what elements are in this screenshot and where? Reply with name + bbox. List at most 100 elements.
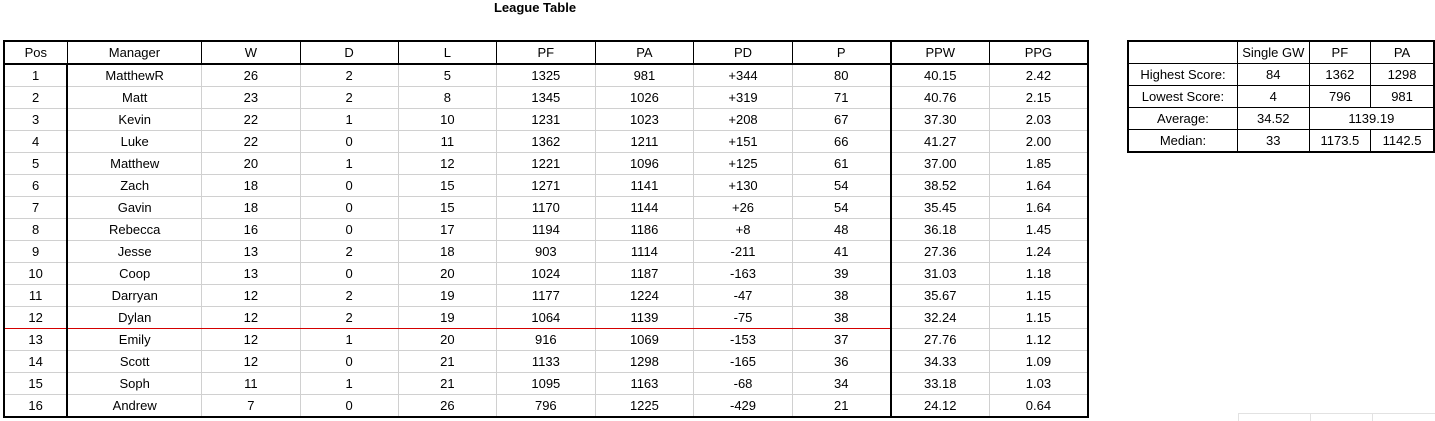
cell-pf: 796 [496, 394, 596, 418]
cell-l: 8 [398, 86, 498, 109]
cell-w: 11 [201, 372, 301, 395]
stats-cell: 34.52 [1236, 107, 1310, 130]
header-ppg: PPG [989, 41, 1089, 65]
cell-w: 12 [201, 284, 301, 307]
cell-pos: 9 [4, 240, 69, 263]
stats-cell: 1362 [1308, 63, 1372, 86]
stats-cell-merged: 1139.19 [1308, 107, 1435, 130]
cell-ppg: 1.12 [989, 328, 1089, 351]
cell-l: 17 [398, 218, 498, 241]
cell-pd: -153 [693, 328, 793, 351]
cell-pos: 3 [4, 108, 69, 131]
cell-pos: 10 [4, 262, 69, 285]
cell-ppg: 1.03 [989, 372, 1089, 395]
cell-manager: Andrew [67, 394, 203, 418]
cell-d: 0 [300, 350, 399, 373]
header-p: P [792, 41, 892, 65]
cell-manager: Emily [67, 328, 203, 351]
cell-ppg: 0.64 [989, 394, 1089, 418]
cell-d: 2 [300, 306, 399, 329]
cell-manager: Luke [67, 130, 203, 153]
cell-l: 19 [398, 284, 498, 307]
cell-w: 23 [201, 86, 301, 109]
cell-w: 18 [201, 196, 301, 219]
cell-pf: 1325 [496, 64, 596, 87]
cell-p: 39 [792, 262, 892, 285]
cell-pa: 1298 [595, 350, 695, 373]
cell-pa: 1224 [595, 284, 695, 307]
cell-pa: 1141 [595, 174, 695, 197]
cell-pd: +208 [693, 108, 793, 131]
table-row: 11 Darryan 12 2 19 1177 1224 -47 38 35.67 1.15 [4, 284, 1089, 307]
cell-l: 19 [398, 306, 498, 329]
stats-row-lowest: Lowest Score: 4 796 981 [1127, 85, 1435, 108]
grid-fragment [1310, 413, 1373, 421]
table-row: 12 Dylan 12 2 19 1064 1139 -75 38 32.24 1.15 [4, 306, 1089, 329]
table-row: 4 Luke 22 0 11 1362 1211 +151 66 41.27 2.00 [4, 130, 1089, 153]
grid-fragment [1238, 413, 1311, 421]
header-manager: Manager [67, 41, 203, 65]
stats-label: Lowest Score: [1127, 85, 1238, 108]
cell-ppw: 34.33 [890, 350, 990, 373]
stats-header-row: Single GW PF PA [1128, 40, 1435, 64]
cell-ppg: 2.00 [989, 130, 1089, 153]
cell-pos: 11 [4, 284, 69, 307]
score-stats-table: Single GW PF PA Highest Score: 84 1362 1… [1127, 40, 1435, 153]
cell-pa: 1211 [595, 130, 695, 153]
cell-manager: MatthewR [67, 64, 203, 87]
cell-l: 5 [398, 64, 498, 87]
cell-l: 15 [398, 174, 498, 197]
cell-d: 0 [300, 262, 399, 285]
header-pf: PF [496, 41, 596, 65]
cell-manager: Coop [67, 262, 203, 285]
header-pa: PA [595, 41, 695, 65]
cell-w: 18 [201, 174, 301, 197]
cell-w: 12 [201, 306, 301, 329]
cell-pf: 916 [496, 328, 596, 351]
cell-w: 7 [201, 394, 301, 418]
cell-pos: 6 [4, 174, 69, 197]
stats-cell: 84 [1236, 63, 1310, 86]
stats-cell: 1142.5 [1370, 129, 1435, 153]
cell-pd: -163 [693, 262, 793, 285]
cell-ppg: 2.42 [989, 64, 1089, 87]
cell-p: 34 [792, 372, 892, 395]
cell-pd: -165 [693, 350, 793, 373]
cell-manager: Kevin [67, 108, 203, 131]
cell-pf: 1362 [496, 130, 596, 153]
cell-ppw: 35.67 [890, 284, 990, 307]
cell-pos: 15 [4, 372, 69, 395]
cell-manager: Dylan [67, 306, 203, 329]
cell-manager: Matthew [67, 152, 203, 175]
cell-ppg: 1.15 [989, 284, 1089, 307]
cell-pos: 12 [4, 306, 69, 329]
cell-l: 12 [398, 152, 498, 175]
table-row: 10 Coop 13 0 20 1024 1187 -163 39 31.03 1.18 [4, 262, 1089, 285]
cell-p: 21 [792, 394, 892, 418]
cell-pd: -75 [693, 306, 793, 329]
stats-row-highest: Highest Score: 84 1362 1298 [1127, 63, 1435, 86]
cell-ppg: 1.45 [989, 218, 1089, 241]
table-row: 7 Gavin 18 0 15 1170 1144 +26 54 35.45 1.64 [4, 196, 1089, 219]
cell-p: 80 [792, 64, 892, 87]
cell-p: 38 [792, 284, 892, 307]
cell-pd: -47 [693, 284, 793, 307]
cell-ppg: 1.15 [989, 306, 1089, 329]
cell-w: 22 [201, 130, 301, 153]
cell-p: 54 [792, 174, 892, 197]
cell-ppw: 41.27 [890, 130, 990, 153]
cell-pa: 1096 [595, 152, 695, 175]
header-d: D [300, 41, 399, 65]
cell-p: 71 [792, 86, 892, 109]
cell-pos: 16 [4, 394, 69, 418]
header-pos: Pos [4, 41, 68, 65]
stats-cell: 796 [1308, 85, 1372, 108]
cell-ppw: 24.12 [890, 394, 990, 418]
cell-w: 13 [201, 262, 301, 285]
cell-pa: 1069 [595, 328, 695, 351]
cell-w: 13 [201, 240, 301, 263]
cell-pa: 1163 [595, 372, 695, 395]
cell-manager: Rebecca [67, 218, 203, 241]
cell-ppw: 38.52 [890, 174, 990, 197]
cell-w: 20 [201, 152, 301, 175]
